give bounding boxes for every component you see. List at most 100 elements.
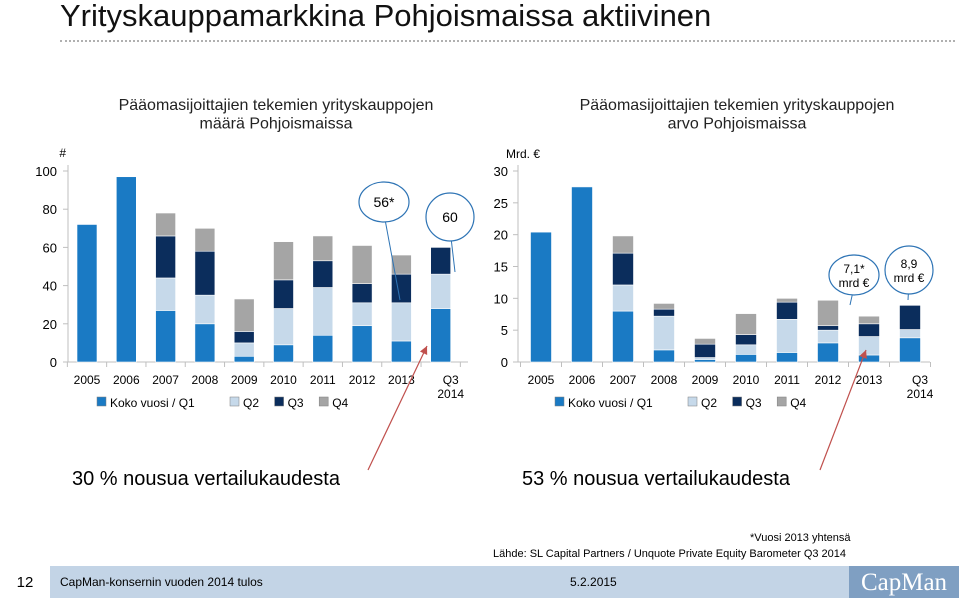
count-bar-2007-q4 <box>155 212 176 237</box>
value-bar-2007-q1 <box>612 310 634 363</box>
count-x-tick-label: 2007 <box>152 373 179 387</box>
count-callout-bubble-1 <box>358 181 410 223</box>
count-bar-2013-q1 <box>391 340 412 363</box>
slide-title: Yrityskauppamarkkina Pohjoismaissa aktii… <box>60 0 712 33</box>
count-bar-2006-q1 <box>116 176 137 363</box>
count-bar-2013-q2 <box>391 302 412 342</box>
count-legend-label-1: Koko vuosi / Q1 <box>110 396 195 410</box>
count-bar-2012-q4 <box>351 245 373 284</box>
value-bar-2010-q3 <box>735 334 757 346</box>
count-x-tick-label: 2005 <box>74 373 101 387</box>
value-x-tick-label: 2012 <box>815 373 842 387</box>
value-bar-2011-q2 <box>776 319 798 353</box>
value-bar-2013-q3 <box>858 323 880 337</box>
charts-canvas: Pääomasijoittajien tekemien yrityskauppo… <box>35 97 934 471</box>
count-y-tick-label: 100 <box>35 164 57 179</box>
value-bar-2007-q4 <box>612 235 634 254</box>
value-bar-2009-q3 <box>694 343 716 358</box>
value-x-tick-label: 2008 <box>651 373 678 387</box>
value-legend-label-2: Q2 <box>701 396 717 410</box>
count-bar-2010-q1 <box>273 344 294 363</box>
count-bar-2011-q3 <box>312 260 334 288</box>
value-bar-q3-2014-q1 <box>899 337 921 363</box>
count-bar-2011-q1 <box>312 334 334 363</box>
count-y-tick-label: 20 <box>43 317 57 332</box>
value-x-tick-label: 2007 <box>610 373 637 387</box>
count-bar-2010-q2 <box>273 308 294 346</box>
value-y-tick-label: 10 <box>494 291 508 306</box>
count-bar-2008-q3 <box>194 250 216 296</box>
value-bar-2006-q1 <box>571 186 593 363</box>
count-bar-2008-q1 <box>194 323 216 363</box>
value-legend-label-3: Q3 <box>746 396 762 410</box>
count-bar-2007-q2 <box>155 277 176 311</box>
count-callout-label-1: 56* <box>373 194 395 210</box>
value-growth-arrow <box>819 349 867 471</box>
value-bar-2008-q4 <box>653 303 675 310</box>
count-x-tick-label: 2011 <box>310 373 336 387</box>
count-legend-swatch-1 <box>96 396 107 407</box>
value-bar-2013-q4 <box>858 315 880 325</box>
count-bar-2010-q3 <box>273 279 294 309</box>
count-bar-2013-q3 <box>391 273 412 304</box>
count-callout-label-2: 60 <box>442 209 458 225</box>
count-bar-2012-q3 <box>351 283 373 304</box>
count-x-tick-label: 2010 <box>270 373 297 387</box>
value-y-tick-label: 5 <box>501 323 508 338</box>
count-bar-2011-q2 <box>312 287 334 336</box>
count-bar-2012-q2 <box>351 302 373 327</box>
count-growth-arrowhead <box>419 346 428 355</box>
value-bar-q3-2014-q2 <box>899 329 921 339</box>
value-legend-swatch-1 <box>554 396 565 407</box>
value-y-tick-label: 15 <box>494 260 508 275</box>
count-bar-2005-q1 <box>76 224 98 363</box>
count-bar-2009-q1 <box>233 355 255 363</box>
value-callout-label-2: 8,9 mrd € <box>894 257 925 285</box>
count-y-tick-label: 80 <box>43 202 57 217</box>
count-y-axis-label: # <box>59 146 66 160</box>
count-bar-q3-2014-q2 <box>430 273 452 309</box>
value-bar-2013-q2 <box>858 336 880 356</box>
value-bar-2008-q1 <box>653 349 675 363</box>
value-bar-2005-q1 <box>530 231 552 363</box>
count-legend-swatch-4 <box>318 396 329 407</box>
value-bar-2007-q3 <box>612 252 634 286</box>
value-callout-label-1: 7,1* mrd € <box>839 262 870 290</box>
left-growth-note: 30 % nousua vertailukaudesta <box>72 468 340 490</box>
value-y-tick-label: 20 <box>494 228 508 243</box>
value-bar-q3-2014-q3 <box>899 305 921 330</box>
value-y-tick-label: 30 <box>494 164 508 179</box>
value-bar-2010-q4 <box>735 313 757 335</box>
value-x-tick-label: 2009 <box>692 373 719 387</box>
page-number: 12 <box>0 566 50 598</box>
count-bar-2010-q4 <box>273 241 294 281</box>
count-bar-2013-q4 <box>391 254 412 275</box>
count-legend-label-2: Q2 <box>243 396 259 410</box>
count-bar-q3-2014-q3 <box>430 247 452 275</box>
value-bar-2012-q1 <box>817 342 839 363</box>
footnote: *Vuosi 2013 yhtensä <box>750 532 851 544</box>
value-bar-2009-q1 <box>694 359 716 363</box>
count-chart-title: Pääomasijoittajien tekemien yrityskauppo… <box>119 97 434 132</box>
value-x-tick-label: 2011 <box>774 373 800 387</box>
capman-logo: CapMan <box>849 566 959 598</box>
value-legend-label-4: Q4 <box>790 396 806 410</box>
count-legend-label-3: Q3 <box>288 396 304 410</box>
count-y-tick-label: 60 <box>43 240 57 255</box>
count-legend-label-4: Q4 <box>332 396 348 410</box>
value-bar-2012-q2 <box>817 329 839 344</box>
value-bar-2012-q3 <box>817 325 839 331</box>
count-x-tick-label: 2013 <box>388 373 415 387</box>
value-y-tick-label: 0 <box>501 355 508 370</box>
count-callout-bubble-2 <box>425 192 475 242</box>
right-growth-note: 53 % nousua vertailukaudesta <box>522 468 790 490</box>
count-x-tick-label: 2008 <box>192 373 219 387</box>
value-x-tick-label: 2005 <box>528 373 555 387</box>
count-legend-swatch-2 <box>229 396 240 407</box>
value-bar-2011-q4 <box>776 298 798 303</box>
count-callout-pointer-1 <box>383 213 401 301</box>
count-bar-2012-q1 <box>351 325 373 363</box>
value-bar-2012-q4 <box>817 299 839 327</box>
footer-company-text: CapMan-konsernin vuoden 2014 tulos <box>60 575 263 589</box>
value-legend-swatch-2 <box>687 396 698 407</box>
